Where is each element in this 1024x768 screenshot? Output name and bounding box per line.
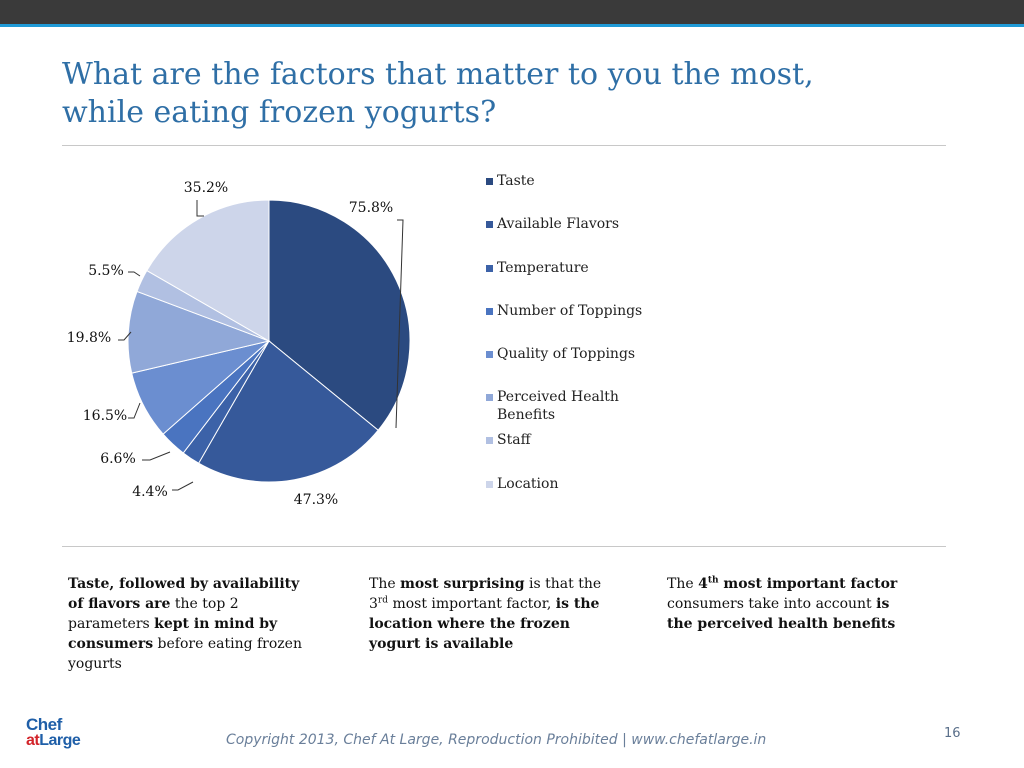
note1-bold-c: kept in mind by consumers — [68, 616, 278, 652]
note1-text-d: before eating frozen yogurts — [68, 636, 302, 672]
note3-bold-e: is the perceived health benefits — [667, 596, 896, 632]
data-label: 75.8% — [349, 200, 393, 216]
data-label: 47.3% — [294, 492, 338, 508]
note2-text-d: most important factor, — [388, 596, 556, 612]
legend-swatch — [486, 437, 493, 444]
chef-at-large-logo: Chef atLarge — [26, 716, 98, 752]
note3-bold-b: 4 — [698, 576, 708, 592]
pie-chart: 75.8% 47.3% 4.4% 6.6% 16.5% 19.8% 5.5% 35.2% — [67, 180, 411, 508]
note3-sup: th — [707, 575, 719, 586]
legend-label: Staff — [497, 432, 531, 448]
pie-slices — [127, 199, 411, 483]
accent-line — [0, 24, 1024, 27]
insight-note-3: The 4th most important factor consumers … — [667, 574, 917, 634]
logo-large: Large — [39, 732, 81, 749]
legend-label: Temperature — [497, 260, 589, 276]
note3-text-d: consumers take into account — [667, 596, 877, 612]
legend-label: Available Flavors — [497, 216, 620, 232]
note2-text-a: The — [369, 576, 401, 592]
legend-swatch — [486, 221, 493, 228]
legend-swatch — [486, 265, 493, 272]
note3-text-a: The — [667, 576, 699, 592]
note3-bold-c: most important factor — [718, 576, 898, 592]
legend-label: Quality of Toppings — [497, 346, 636, 362]
section-divider — [62, 546, 946, 547]
slide-title-line-2: while eating frozen yogurts? — [62, 95, 497, 130]
insight-note-1: Taste, followed by availability of flavo… — [68, 574, 318, 674]
note2-bold-b: most surprising — [400, 576, 525, 592]
leader-line — [118, 331, 132, 341]
logo-at: at — [26, 732, 40, 749]
insight-note-2: The most surprising is that the 3rd most… — [369, 574, 619, 654]
logo-chef-text: Chef — [26, 715, 62, 734]
legend-swatch — [486, 308, 493, 315]
note2-sup: rd — [377, 595, 388, 606]
leader-line — [142, 451, 171, 461]
top-bar — [0, 0, 1024, 24]
data-label: 16.5% — [83, 408, 127, 424]
note2-bold-e: is the location where the frozen yogurt … — [369, 596, 600, 652]
note1-text-b: the top 2 parameters — [68, 596, 239, 632]
data-label: 6.6% — [100, 451, 136, 467]
legend-label: Number of Toppings — [497, 303, 643, 319]
legend-swatch — [486, 481, 493, 488]
pie-slice-taste — [268, 199, 411, 431]
leader-line — [395, 219, 404, 429]
note2-text-c: is that the 3 — [369, 576, 602, 612]
pie-slice-location — [146, 199, 270, 342]
title-divider — [62, 145, 946, 146]
page-number: 16 — [944, 726, 961, 741]
data-labels: 75.8% 47.3% 4.4% 6.6% 16.5% 19.8% 5.5% 35.2% — [67, 180, 393, 508]
legend-swatch — [486, 178, 493, 185]
leader-line — [196, 200, 204, 217]
slide-title-line-1: What are the factors that matter to you … — [62, 57, 814, 92]
logo-at-large-text: atLarge — [26, 732, 81, 750]
legend-label: Perceived Health Benefits — [497, 389, 619, 423]
legend-swatch — [486, 394, 493, 401]
data-label: 5.5% — [88, 263, 124, 279]
data-label: 35.2% — [184, 180, 228, 196]
pie-slice-available-flavors — [197, 340, 379, 483]
leader-lines — [118, 200, 404, 491]
legend-label: Location — [497, 476, 559, 492]
legend-label: Taste — [497, 173, 535, 189]
legend-swatch — [486, 351, 493, 358]
pie-slice-perceived-health-benefits — [127, 290, 271, 374]
copyright-footer: Copyright 2013, Chef At Large, Reproduct… — [226, 732, 767, 748]
slide-title: What are the factors that matter to you … — [62, 56, 962, 132]
note1-bold-a: Taste, followed by availability of flavo… — [68, 576, 300, 612]
data-label: 19.8% — [67, 330, 111, 346]
data-label: 4.4% — [132, 484, 168, 500]
leader-line — [172, 481, 194, 491]
leader-line — [128, 271, 141, 277]
leader-line — [128, 402, 141, 419]
